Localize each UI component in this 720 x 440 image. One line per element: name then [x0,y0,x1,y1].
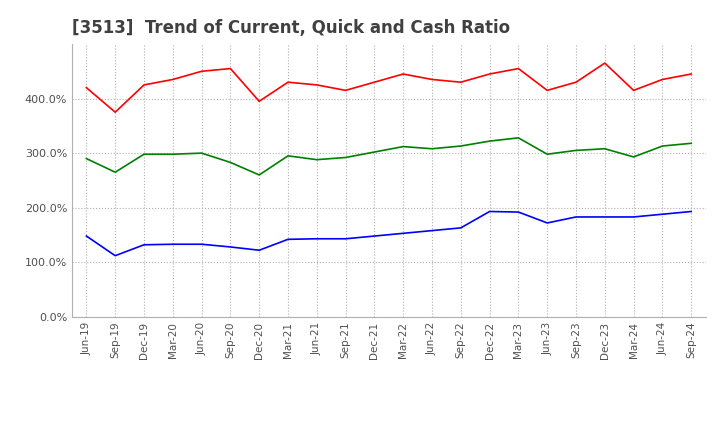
Line: Current Ratio: Current Ratio [86,63,691,112]
Line: Quick Ratio: Quick Ratio [86,138,691,175]
Current Ratio [543,88,552,93]
Quick Ratio [658,143,667,149]
Cash Ratio [111,253,120,258]
Current Ratio [312,82,321,88]
Current Ratio [197,69,206,74]
Current Ratio [255,99,264,104]
Quick Ratio [456,143,465,149]
Cash Ratio [629,214,638,220]
Current Ratio [168,77,177,82]
Quick Ratio [255,172,264,178]
Text: [3513]  Trend of Current, Quick and Cash Ratio: [3513] Trend of Current, Quick and Cash … [72,19,510,37]
Current Ratio [658,77,667,82]
Quick Ratio [600,146,609,151]
Cash Ratio [255,248,264,253]
Quick Ratio [370,150,379,155]
Cash Ratio [341,236,350,242]
Cash Ratio [658,212,667,217]
Cash Ratio [543,220,552,226]
Quick Ratio [111,169,120,175]
Cash Ratio [428,228,436,233]
Current Ratio [370,80,379,85]
Quick Ratio [514,135,523,140]
Current Ratio [687,71,696,77]
Cash Ratio [312,236,321,242]
Cash Ratio [687,209,696,214]
Quick Ratio [82,156,91,161]
Current Ratio [629,88,638,93]
Current Ratio [284,80,292,85]
Quick Ratio [572,148,580,153]
Current Ratio [341,88,350,93]
Current Ratio [456,80,465,85]
Current Ratio [82,85,91,90]
Current Ratio [399,71,408,77]
Quick Ratio [140,151,148,157]
Quick Ratio [485,139,494,144]
Cash Ratio [456,225,465,231]
Cash Ratio [140,242,148,247]
Current Ratio [600,60,609,66]
Cash Ratio [572,214,580,220]
Quick Ratio [341,155,350,160]
Current Ratio [111,110,120,115]
Cash Ratio [82,233,91,238]
Quick Ratio [197,150,206,156]
Quick Ratio [399,144,408,149]
Cash Ratio [197,242,206,247]
Quick Ratio [168,151,177,157]
Quick Ratio [687,141,696,146]
Cash Ratio [485,209,494,214]
Current Ratio [428,77,436,82]
Quick Ratio [226,160,235,165]
Quick Ratio [284,153,292,158]
Cash Ratio [168,242,177,247]
Quick Ratio [543,151,552,157]
Current Ratio [226,66,235,71]
Cash Ratio [399,231,408,236]
Cash Ratio [514,209,523,215]
Quick Ratio [312,157,321,162]
Current Ratio [485,71,494,77]
Line: Cash Ratio: Cash Ratio [86,212,691,256]
Cash Ratio [226,244,235,249]
Current Ratio [140,82,148,88]
Cash Ratio [284,237,292,242]
Cash Ratio [600,214,609,220]
Quick Ratio [629,154,638,160]
Current Ratio [572,80,580,85]
Current Ratio [514,66,523,71]
Quick Ratio [428,146,436,151]
Cash Ratio [370,233,379,238]
